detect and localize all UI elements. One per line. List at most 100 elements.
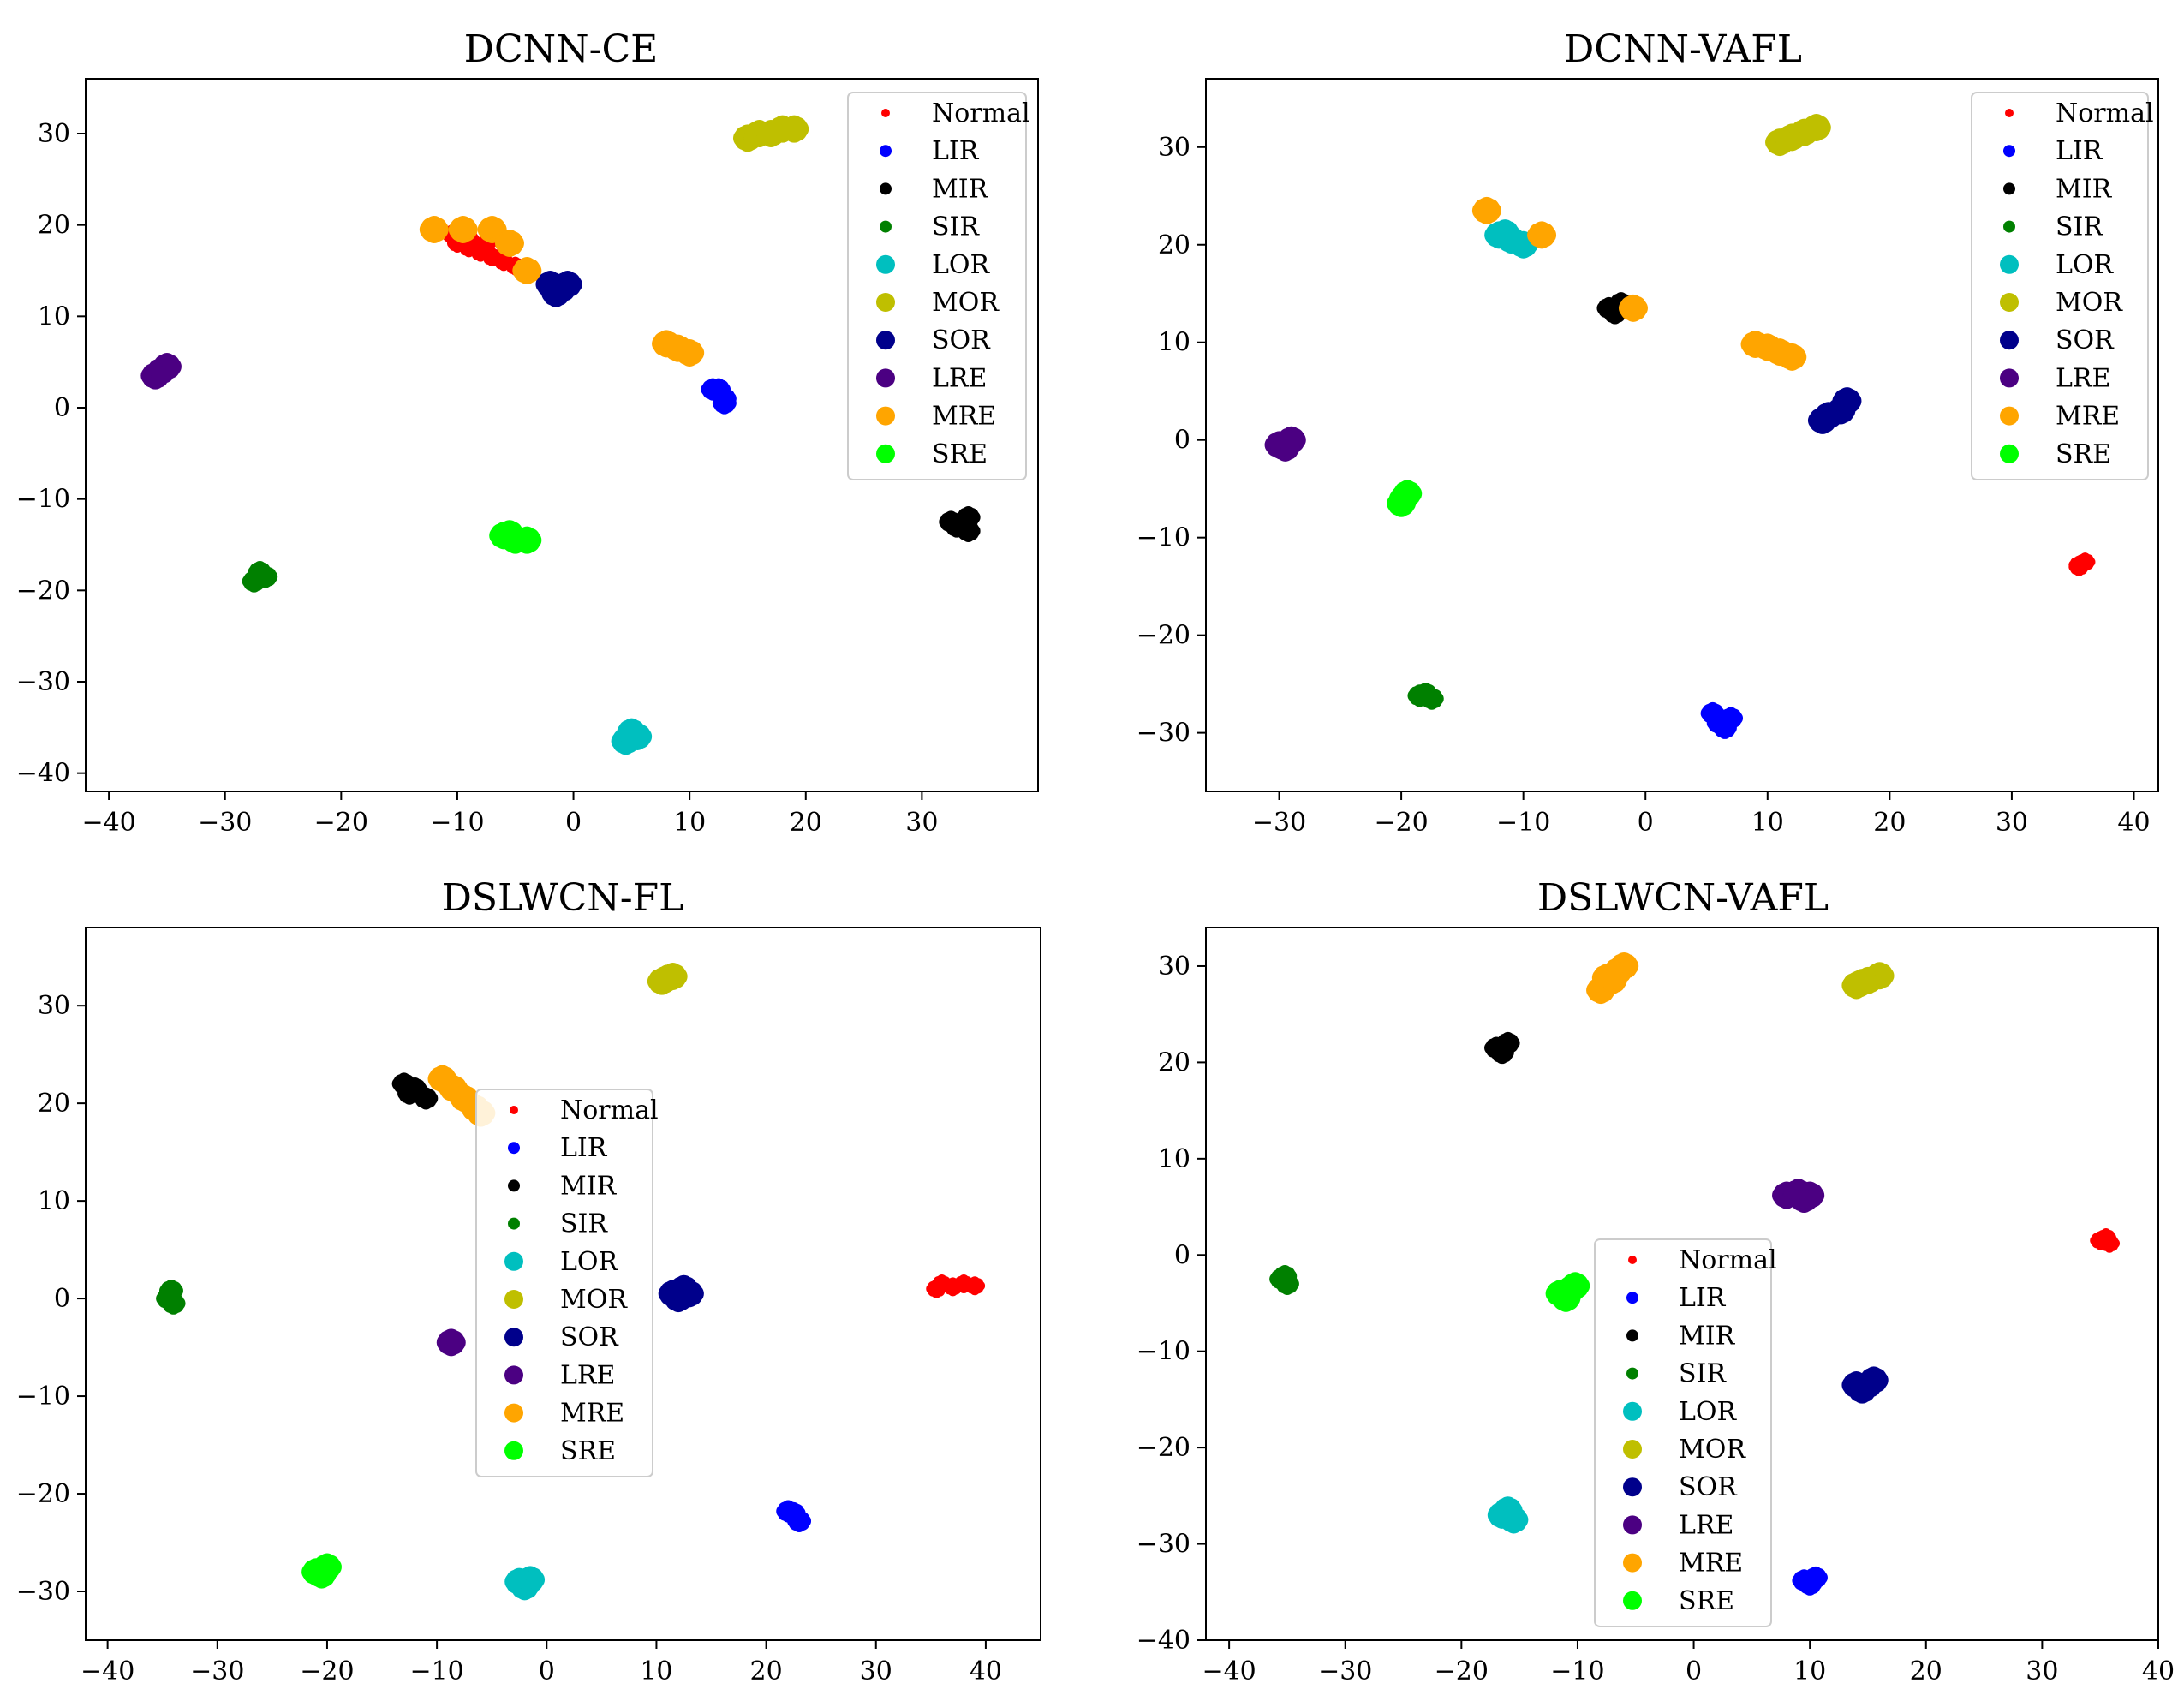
legend-marker-normal (1628, 1256, 1637, 1264)
x-tick-label: 0 (1686, 1656, 1702, 1686)
legend-label-sor: SOR (560, 1322, 619, 1352)
x-tick-label: 20 (790, 808, 822, 838)
point-mir (966, 524, 981, 538)
point-lir (1710, 706, 1725, 720)
x-tick-label: −10 (1550, 1656, 1604, 1686)
point-lir (722, 396, 737, 410)
legend-marker-lor (1623, 1401, 1642, 1421)
x-tick-label: 0 (539, 1656, 555, 1686)
y-tick-label: 0 (54, 1284, 70, 1314)
subplot-title: DSLWCN-FL (442, 876, 684, 920)
legend-label-mir: MIR (2056, 174, 2113, 204)
x-axis: −30 −20 −10 0 10 20 30 40 (1252, 791, 2151, 838)
x-tick-label: −30 (1252, 808, 1306, 838)
legend-label-mre: MRE (2056, 402, 2120, 432)
legend-label-mir: MIR (560, 1171, 618, 1201)
legend-label-sor: SOR (1679, 1472, 1738, 1502)
legend-marker-lre (504, 1365, 523, 1385)
x-tick-label: −10 (1496, 808, 1550, 838)
point-sir (254, 570, 268, 584)
scatter-marks (1269, 952, 2121, 1596)
point-normal (481, 252, 492, 262)
legend-marker-sir (508, 1217, 520, 1230)
legend-marker-lre (876, 368, 895, 388)
point-normal (493, 256, 504, 267)
point-sre (504, 524, 524, 544)
x-tick-label: 0 (1638, 808, 1654, 838)
legend-marker-sor (504, 1328, 523, 1347)
legend-label-mor: MOR (932, 288, 1000, 318)
point-mre (1537, 225, 1557, 245)
legend-marker-sir (1626, 1367, 1638, 1380)
point-lir (701, 382, 715, 397)
subplot-title: DSLWCN-VAFL (1537, 876, 1829, 920)
legend-label-mre: MRE (932, 402, 996, 432)
x-tick-label: 30 (1996, 808, 2028, 838)
y-tick-label: 10 (1158, 1144, 1190, 1174)
x-axis: −40 −30 −20 −10 0 10 20 30 40 (1202, 1640, 2175, 1686)
x-tick-label: 10 (673, 808, 706, 838)
legend-label-mor: MOR (1679, 1435, 1746, 1465)
point-sre (1399, 489, 1418, 509)
legend-marker-normal (881, 109, 890, 117)
point-mre (1787, 347, 1807, 367)
point-sre (1571, 1276, 1590, 1296)
x-tick-label: 0 (565, 808, 582, 838)
y-axis: −30 −20 −10 0 10 20 30 (1137, 133, 1206, 749)
legend-label-normal: Normal (560, 1095, 659, 1125)
point-mir (408, 1086, 422, 1101)
point-normal (2109, 1238, 2121, 1249)
legend-label-mir: MIR (1679, 1321, 1736, 1351)
point-mor (663, 969, 683, 988)
legend-label-lre: LRE (2056, 363, 2110, 393)
point-normal (964, 1280, 976, 1292)
legend-label-sir: SIR (2056, 212, 2103, 242)
legend-marker-lir (880, 145, 892, 158)
point-lir (1729, 711, 1744, 725)
y-tick-label: −10 (16, 1382, 70, 1412)
point-normal (926, 1283, 937, 1294)
point-lir (786, 1504, 801, 1519)
point-lor (526, 1570, 546, 1590)
point-lir (797, 1513, 812, 1528)
point-sre (317, 1565, 337, 1585)
point-normal (2068, 559, 2080, 570)
legend-marker-mir (880, 182, 892, 195)
point-lor (1503, 1501, 1523, 1520)
point-normal (2099, 1238, 2110, 1249)
point-mor (1875, 966, 1895, 986)
y-tick-label: 0 (1174, 426, 1190, 456)
legend-marker-mir (2003, 182, 2015, 195)
y-tick-label: 20 (1158, 1047, 1190, 1077)
y-tick-label: 10 (38, 1186, 70, 1216)
x-tick-label: −30 (1318, 1656, 1372, 1686)
point-lor (1501, 224, 1520, 243)
legend-marker-lir (2003, 145, 2015, 158)
x-axis: −40 −30 −20 −10 0 10 20 30 (81, 791, 938, 838)
legend-marker-sor (2000, 331, 2019, 350)
legend-marker-lir (508, 1142, 520, 1155)
x-tick-label: 20 (1910, 1656, 1942, 1686)
legend-marker-mre (1623, 1553, 1642, 1573)
legend-marker-sre (504, 1441, 523, 1460)
x-tick-label: 40 (970, 1656, 1002, 1686)
legend-marker-normal (2005, 109, 2014, 117)
y-tick-label: −20 (16, 576, 70, 606)
x-tick-label: −20 (1374, 808, 1428, 838)
legend-label-sir: SIR (560, 1209, 608, 1239)
legend-label-sir: SIR (932, 212, 980, 242)
point-lir (776, 1504, 791, 1519)
x-tick-label: 40 (2142, 1656, 2175, 1686)
legend-marker-lre (1623, 1515, 1642, 1535)
point-sor (674, 1289, 694, 1309)
x-tick-label: −40 (81, 808, 135, 838)
x-tick-label: −30 (190, 1656, 244, 1686)
x-tick-label: 20 (1873, 808, 1906, 838)
legend-label-lor: LOR (2056, 250, 2115, 280)
legend-marker-sre (876, 444, 895, 463)
point-mre (1482, 200, 1501, 220)
plot-frame (85, 78, 1039, 792)
y-axis: −40 −30 −20 −10 0 10 20 30 (16, 119, 86, 789)
legend-marker-mre (876, 406, 895, 426)
legend-label-normal: Normal (1679, 1245, 1777, 1275)
